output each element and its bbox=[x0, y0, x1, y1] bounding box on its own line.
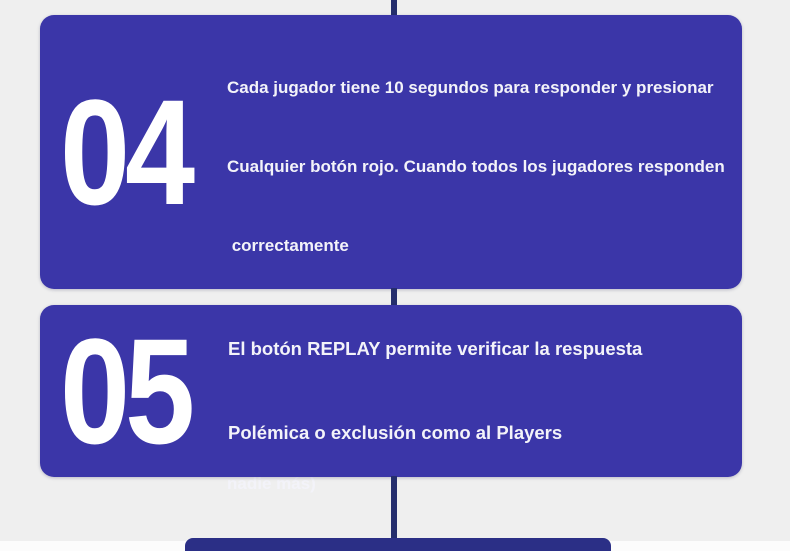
text-line: correctamente bbox=[227, 236, 349, 256]
text-line: Cualquier botón rojo. Cuando todos los j… bbox=[227, 157, 725, 177]
text-line: Cada jugador tiene 10 segundos para resp… bbox=[227, 77, 714, 97]
connector-line-top bbox=[391, 0, 397, 16]
connector-line-bottom bbox=[391, 476, 397, 539]
text-line: Polémica o exclusión como al Players bbox=[228, 422, 563, 443]
step-05-text-block: El botón REPLAY permite verificar la res… bbox=[228, 279, 642, 503]
step-number-05: 05 bbox=[60, 307, 195, 475]
step-card-04: 04 Cada jugador tiene 10 segundos para r… bbox=[40, 15, 742, 493]
next-card-top-edge bbox=[185, 538, 611, 551]
text-line: nadie más) bbox=[227, 473, 316, 493]
text-line: El botón REPLAY permite verificar la res… bbox=[228, 338, 643, 359]
connector-line-middle bbox=[391, 288, 397, 306]
step-card-05: 05 El botón REPLAY permite verificar la … bbox=[40, 305, 742, 477]
step-number-04: 04 bbox=[60, 68, 195, 236]
